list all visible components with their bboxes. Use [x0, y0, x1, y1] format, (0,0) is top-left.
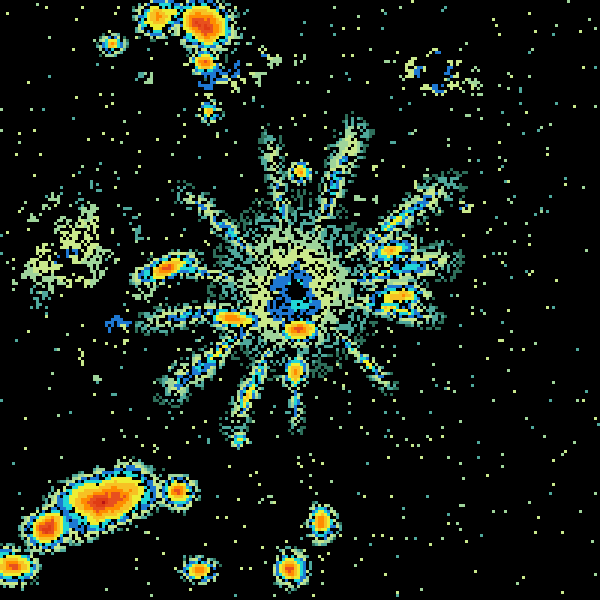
radar-reflectivity-canvas — [0, 0, 600, 600]
radar-image-viewport — [0, 0, 600, 600]
